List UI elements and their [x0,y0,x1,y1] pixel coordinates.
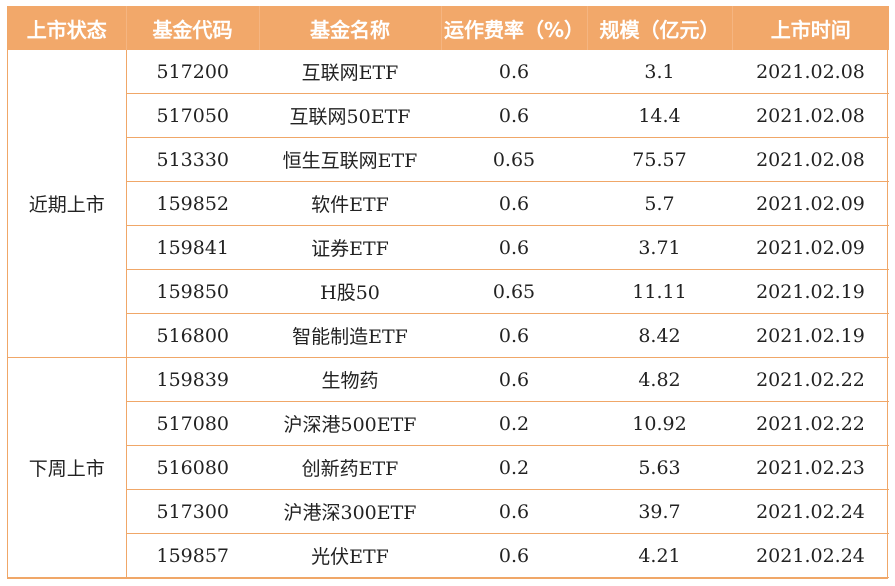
listing-date-cell: 2021.02.24 [732,489,889,534]
fund-name-cell: 互联网ETF [259,50,441,94]
fund-name-cell: 恒生互联网ETF [259,137,441,182]
table-row: 近期上市 517200 互联网ETF 0.6 3.1 2021.02.08 [8,50,889,358]
listing-date-cell: 2021.02.23 [732,445,889,490]
fund-code-cell: 516800 [126,313,259,358]
fund-size-cell: 4.21 [587,533,732,578]
fee-rate-cell: 0.6 [441,181,587,226]
fund-size-cell: 8.42 [587,313,732,358]
table-row: 159857 光伏ETF 0.6 4.21 2021.02.24 [8,533,889,578]
table-header: 上市状态 基金代码 基金名称 运作费率（%） 规模（亿元） 上市时间 [8,6,889,50]
fund-code-cell: 517080 [126,401,259,446]
fee-rate-cell: 0.65 [441,137,587,182]
table-row: 517080 沪深港500ETF 0.2 10.92 2021.02.22 [8,401,889,446]
fund-code-cell: 513330 [126,137,259,182]
fund-code-cell: 159850 [126,269,259,314]
listing-date-cell: 2021.02.24 [732,533,889,578]
header-date: 上市时间 [731,6,889,50]
table-row: 下周上市 159839 生物药 0.6 4.82 2021.02.22 [8,357,889,578]
fund-code-cell: 517200 [126,50,259,94]
table-body: 近期上市 517200 互联网ETF 0.6 3.1 2021.02.08 517050 互联… [8,50,889,578]
fund-code-cell: 159852 [126,181,259,226]
fund-code-cell: 159839 [126,357,259,402]
fee-rate-cell: 0.65 [441,269,587,314]
table-row: 513330 恒生互联网ETF 0.65 75.57 2021.02.08 [8,137,889,182]
fund-name-cell: 生物药 [259,357,441,402]
fund-name-cell: 创新药ETF [259,445,441,490]
fee-rate-cell: 0.6 [441,50,587,94]
fund-size-cell: 4.82 [587,357,732,402]
fund-listing-table-container: 上市状态 基金代码 基金名称 运作费率（%） 规模（亿元） 上市时间 近期上市 5… [7,6,889,579]
table-row: 517300 沪港深300ETF 0.6 39.7 2021.02.24 [8,489,889,534]
table-row: 517050 互联网50ETF 0.6 14.4 2021.02.08 [8,93,889,138]
fee-rate-cell: 0.2 [441,401,587,446]
listing-date-cell: 2021.02.19 [732,269,889,314]
fund-name-cell: 智能制造ETF [259,313,441,358]
fund-size-cell: 39.7 [587,489,732,534]
fund-code-cell: 159841 [126,225,259,270]
fund-size-cell: 5.7 [587,181,732,226]
header-row: 上市状态 基金代码 基金名称 运作费率（%） 规模（亿元） 上市时间 [8,6,889,50]
fund-size-cell: 11.11 [587,269,732,314]
listing-date-cell: 2021.02.08 [732,137,889,182]
table-frame: 上市状态 基金代码 基金名称 运作费率（%） 规模（亿元） 上市时间 近期上市 5… [7,6,889,579]
fund-size-cell: 14.4 [587,93,732,138]
table-row: 159852 软件ETF 0.6 5.7 2021.02.09 [8,181,889,226]
listing-date-cell: 2021.02.09 [732,225,889,270]
fund-name-cell: 软件ETF [259,181,441,226]
fee-rate-cell: 0.6 [441,225,587,270]
fund-size-cell: 3.71 [587,225,732,270]
fund-name-cell: H股50 [259,269,441,314]
header-size: 规模（亿元） [586,6,732,50]
listing-status-cell: 近期上市 [8,50,127,358]
header-name: 基金名称 [258,6,441,50]
table-row: 516800 智能制造ETF 0.6 8.42 2021.02.19 [8,313,889,358]
fund-name-cell: 互联网50ETF [259,93,441,138]
listing-date-cell: 2021.02.19 [732,313,889,358]
fund-size-cell: 5.63 [587,445,732,490]
fund-code-cell: 517050 [126,93,259,138]
fund-name-cell: 光伏ETF [259,533,441,578]
listing-date-cell: 2021.02.08 [732,50,889,94]
fund-size-cell: 75.57 [587,137,732,182]
header-code: 基金代码 [125,6,259,50]
fund-name-cell: 沪港深300ETF [259,489,441,534]
fund-name-cell: 沪深港500ETF [259,401,441,446]
fee-rate-cell: 0.6 [441,357,587,402]
fund-size-cell: 10.92 [587,401,732,446]
fund-size-cell: 3.1 [587,50,732,94]
table-row: 516080 创新药ETF 0.2 5.63 2021.02.23 [8,445,889,490]
fee-rate-cell: 0.2 [441,445,587,490]
table-row: 159850 H股50 0.65 11.11 2021.02.19 [8,269,889,314]
table-row: 159841 证券ETF 0.6 3.71 2021.02.09 [8,225,889,270]
fund-code-cell: 517300 [126,489,259,534]
listing-date-cell: 2021.02.09 [732,181,889,226]
fee-rate-cell: 0.6 [441,533,587,578]
fee-rate-cell: 0.6 [441,313,587,358]
listing-date-cell: 2021.02.22 [732,357,889,402]
fee-rate-cell: 0.6 [441,93,587,138]
fund-code-cell: 159857 [126,533,259,578]
listing-date-cell: 2021.02.08 [732,93,889,138]
fund-name-cell: 证券ETF [259,225,441,270]
header-fee: 运作费率（%） [440,6,587,50]
header-status: 上市状态 [8,6,126,50]
fund-listing-table: 上市状态 基金代码 基金名称 运作费率（%） 规模（亿元） 上市时间 近期上市 5… [8,6,889,578]
listing-date-cell: 2021.02.22 [732,401,889,446]
fee-rate-cell: 0.6 [441,489,587,534]
fund-code-cell: 516080 [126,445,259,490]
listing-status-cell: 下周上市 [8,357,127,578]
